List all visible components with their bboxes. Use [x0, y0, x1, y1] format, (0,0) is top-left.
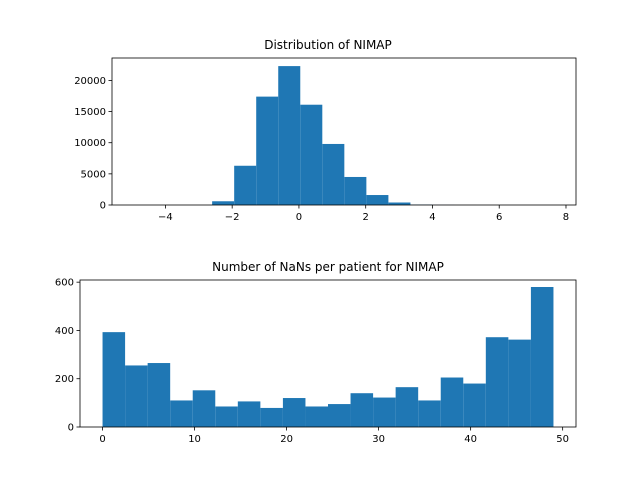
- histogram-bar: [508, 339, 531, 427]
- x-tick-label: 10: [188, 434, 201, 445]
- histogram-bar: [344, 176, 367, 205]
- x-tick-label: −2: [225, 212, 240, 223]
- histogram-bar: [102, 332, 126, 427]
- histogram-bar: [237, 401, 261, 427]
- x-tick-label: 30: [372, 434, 385, 445]
- x-tick-label: 6: [496, 212, 502, 223]
- histogram-bar: [305, 406, 328, 427]
- histogram-bar: [278, 66, 301, 205]
- y-tick-label: 20000: [74, 76, 106, 87]
- y-tick-label: 0: [100, 201, 106, 212]
- chart-nimap-distribution: Distribution of NIMAP −4 −2 0 2 4 6 8 0 5000 100…: [74, 38, 577, 223]
- histogram-bar: [388, 202, 411, 205]
- histogram-bar: [147, 363, 171, 427]
- chart-nans-per-patient: Number of NaNs per patient for NIMAP 0 10…: [55, 260, 577, 445]
- y-axis-ticks: 0 5000 10000 15000 20000: [74, 76, 112, 212]
- x-tick-label: 4: [429, 212, 435, 223]
- y-axis-ticks: 0 200 400 600: [55, 278, 80, 434]
- histogram-bar: [215, 406, 238, 427]
- histogram-bar: [440, 377, 464, 427]
- histogram-bar: [212, 201, 235, 205]
- histogram-bar: [366, 195, 389, 205]
- plot-frame: [111, 57, 577, 206]
- bars: [102, 287, 554, 427]
- histogram-bar: [282, 398, 306, 427]
- x-tick-label: 8: [563, 212, 569, 223]
- histogram-bar: [373, 397, 396, 427]
- histogram-bar: [260, 407, 283, 427]
- x-tick-label: 50: [556, 434, 569, 445]
- y-tick-label: 10000: [74, 138, 106, 149]
- histogram-bar: [300, 104, 323, 205]
- histogram-bar: [328, 404, 351, 427]
- plot-frame: [79, 279, 577, 428]
- histogram-bar: [322, 143, 345, 205]
- x-tick-label: 2: [363, 212, 369, 223]
- x-axis-ticks: 0 10 20 30 40 50: [99, 427, 569, 445]
- y-tick-label: 0: [68, 423, 74, 434]
- y-tick-label: 400: [55, 326, 74, 337]
- x-tick-label: 20: [280, 434, 293, 445]
- bars: [212, 66, 477, 205]
- histogram-bar: [350, 393, 374, 427]
- x-tick-label: 40: [464, 434, 477, 445]
- histogram-bar: [530, 287, 554, 427]
- histogram-bar: [485, 337, 509, 427]
- histogram-bar: [125, 365, 148, 427]
- chart-title: Distribution of NIMAP: [264, 38, 392, 52]
- histogram-bar: [256, 96, 279, 205]
- y-tick-label: 600: [55, 278, 74, 289]
- histogram-bar: [418, 400, 441, 427]
- histogram-bar: [463, 383, 486, 427]
- histogram-bar: [192, 390, 216, 427]
- x-tick-label: 0: [296, 212, 302, 223]
- y-tick-label: 15000: [74, 107, 106, 118]
- x-axis-ticks: −4 −2 0 2 4 6 8: [158, 205, 569, 223]
- x-tick-label: 0: [99, 434, 105, 445]
- histogram-bar: [170, 400, 193, 427]
- histogram-bar: [395, 387, 419, 427]
- histogram-bar: [234, 165, 257, 205]
- y-tick-label: 200: [55, 374, 74, 385]
- chart-title: Number of NaNs per patient for NIMAP: [212, 260, 444, 274]
- y-tick-label: 5000: [81, 169, 106, 180]
- x-tick-label: −4: [158, 212, 173, 223]
